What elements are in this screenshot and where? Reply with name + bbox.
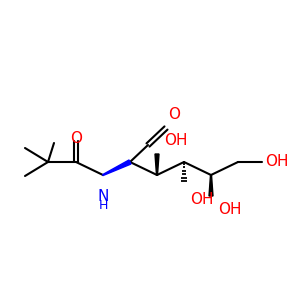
Text: OH: OH <box>218 202 242 217</box>
Text: OH: OH <box>190 192 214 207</box>
Text: N: N <box>97 189 109 204</box>
Polygon shape <box>209 175 213 196</box>
Text: O: O <box>168 107 180 122</box>
Text: H: H <box>98 199 108 212</box>
Polygon shape <box>103 160 131 176</box>
Text: OH: OH <box>164 133 188 148</box>
Text: OH: OH <box>265 154 289 169</box>
Text: O: O <box>70 131 82 146</box>
Polygon shape <box>155 154 159 175</box>
